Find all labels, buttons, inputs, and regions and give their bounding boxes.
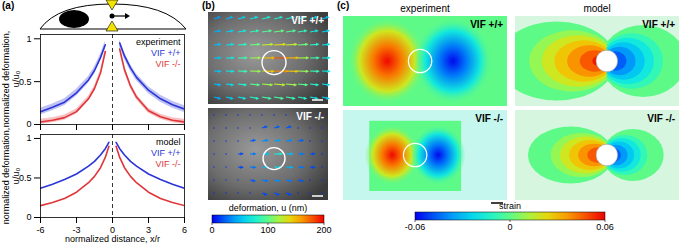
svg-text:100: 100 (260, 225, 275, 235)
html-text:normalized deformation, u/u₀: normalized deformation, u/u₀ (1, 30, 21, 128)
svg-text:0.5: 0.5 (19, 76, 32, 87)
svg-text:experiment: experiment (136, 37, 181, 47)
svg-text:6: 6 (182, 225, 187, 235)
svg-text:1: 1 (26, 34, 31, 44)
svg-text:VIF +/+: VIF +/+ (151, 48, 181, 58)
svg-text:strain: strain (499, 201, 521, 211)
svg-text:0: 0 (507, 222, 512, 232)
svg-text:VIF +/+: VIF +/+ (470, 19, 503, 30)
svg-text:(c): (c) (337, 0, 349, 11)
svg-text:VIF -/-: VIF -/- (647, 113, 675, 124)
svg-text:VIF -/-: VIF -/- (296, 111, 324, 122)
svg-text:0: 0 (26, 212, 31, 222)
svg-text:-6: -6 (36, 225, 44, 235)
html-text:normalized deformation, u/u₀: normalized deformation, u/u₀ (1, 127, 21, 224)
svg-text:3: 3 (146, 224, 151, 235)
svg-text:0.06: 0.06 (596, 222, 614, 232)
svg-text:VIF -/-: VIF -/- (156, 59, 181, 69)
svg-text:0: 0 (110, 224, 115, 235)
svg-text:VIF -/-: VIF -/- (156, 159, 181, 169)
svg-text:-3: -3 (72, 224, 81, 235)
svg-text:VIF -/-: VIF -/- (475, 113, 503, 124)
svg-text:0: 0 (209, 225, 214, 235)
svg-text:(a): (a) (2, 0, 14, 11)
svg-text:0.5: 0.5 (19, 172, 32, 183)
svg-text:deformation, u (nm): deformation, u (nm) (229, 203, 308, 213)
svg-text:1: 1 (26, 133, 31, 143)
svg-text:0: 0 (26, 119, 31, 129)
svg-text:model: model (583, 3, 610, 14)
svg-text:experiment: experiment (400, 3, 450, 14)
svg-text:-0.06: -0.06 (405, 222, 426, 232)
svg-text:normalized distance, x/r: normalized distance, x/r (65, 234, 160, 244)
svg-text:VIF +/+: VIF +/+ (151, 148, 181, 158)
svg-text:model: model (156, 137, 181, 147)
svg-text:(b): (b) (202, 0, 215, 11)
svg-text:VIF +/+: VIF +/+ (291, 15, 324, 26)
svg-text:VIF +/+: VIF +/+ (642, 19, 675, 30)
svg-text:200: 200 (316, 225, 331, 235)
